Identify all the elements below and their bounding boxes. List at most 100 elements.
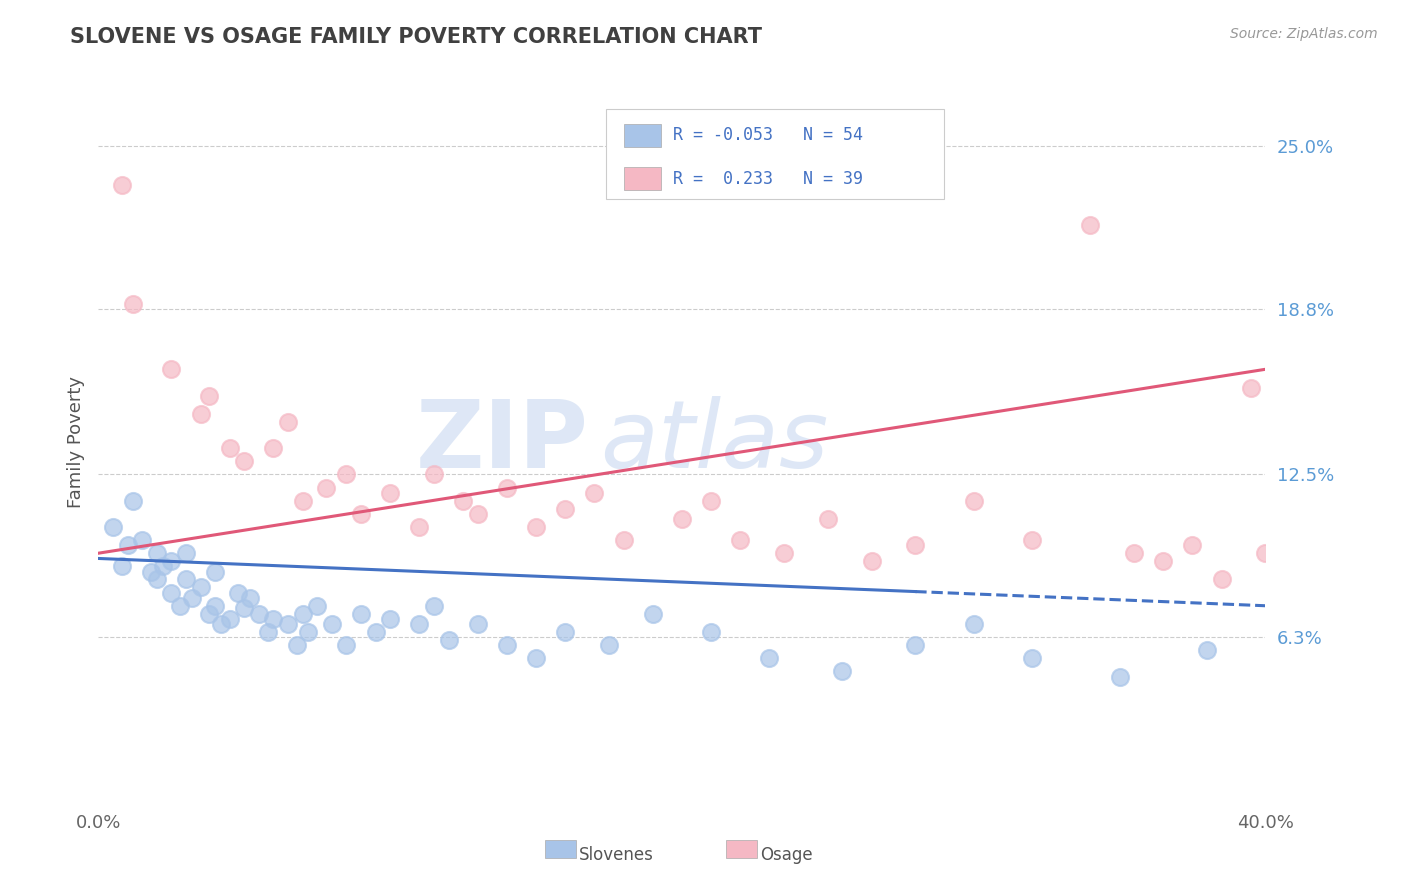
Point [256,625,278,640]
Point [1021,533,1043,547]
Point [612,533,634,547]
Point [408,520,430,534]
Point [335,638,357,652]
Text: ZIP: ZIP [416,395,589,488]
Point [583,485,606,500]
Point [1181,538,1204,552]
Point [364,625,387,640]
Point [380,612,402,626]
Text: atlas: atlas [600,396,828,487]
Point [146,546,169,560]
Text: Slovenes: Slovenes [579,847,654,864]
FancyBboxPatch shape [606,109,945,200]
Point [277,415,299,429]
Point [524,651,547,665]
Point [962,493,984,508]
Point [1254,546,1277,560]
Point [111,178,134,193]
FancyBboxPatch shape [546,839,575,858]
Point [315,481,337,495]
Point [350,507,373,521]
Point [233,454,256,468]
Point [1123,546,1146,560]
Point [190,407,212,421]
Point [307,599,329,613]
Point [335,467,357,482]
Point [773,546,796,560]
Point [262,441,284,455]
Point [437,632,460,647]
Point [350,607,373,621]
Point [904,538,927,552]
Text: R = -0.053   N = 54: R = -0.053 N = 54 [672,126,862,145]
Point [239,591,262,605]
Point [190,580,212,594]
Point [860,554,883,568]
Point [831,665,853,679]
Point [262,612,284,626]
Point [904,638,927,652]
Point [554,625,576,640]
FancyBboxPatch shape [624,124,661,147]
Point [671,512,693,526]
Point [247,607,270,621]
Point [467,507,489,521]
Point [111,559,134,574]
Point [204,565,226,579]
Point [198,388,221,402]
Point [962,617,984,632]
Point [598,638,620,652]
Point [1021,651,1043,665]
Point [198,607,221,621]
FancyBboxPatch shape [624,167,661,190]
Point [524,520,547,534]
Point [817,512,839,526]
Point [451,493,474,508]
Point [496,481,519,495]
Point [218,441,240,455]
Point [180,591,202,605]
Point [204,599,226,613]
Point [641,607,664,621]
Point [408,617,430,632]
Point [218,612,240,626]
Point [160,362,183,376]
Point [423,467,446,482]
Point [380,485,402,500]
Point [152,559,174,574]
Point [169,599,191,613]
Point [467,617,489,632]
Point [285,638,308,652]
Point [139,565,162,579]
Point [423,599,446,613]
Point [160,554,183,568]
Point [160,585,183,599]
Point [700,493,723,508]
Point [297,625,319,640]
Point [291,607,314,621]
Point [1152,554,1174,568]
Text: Osage: Osage [761,847,813,864]
Point [758,651,780,665]
Point [700,625,723,640]
Point [1108,670,1130,684]
Point [174,573,197,587]
Point [277,617,299,632]
Text: R =  0.233   N = 39: R = 0.233 N = 39 [672,169,862,187]
Point [1211,573,1233,587]
Point [209,617,232,632]
Point [554,501,576,516]
Point [496,638,519,652]
Text: Source: ZipAtlas.com: Source: ZipAtlas.com [1230,27,1378,41]
Point [117,538,139,552]
Point [233,601,256,615]
Text: SLOVENE VS OSAGE FAMILY POVERTY CORRELATION CHART: SLOVENE VS OSAGE FAMILY POVERTY CORRELAT… [70,27,762,46]
Point [730,533,752,547]
FancyBboxPatch shape [727,839,756,858]
Point [1240,381,1263,395]
Point [101,520,124,534]
Point [174,546,197,560]
Point [291,493,314,508]
Point [146,573,169,587]
Point [131,533,153,547]
